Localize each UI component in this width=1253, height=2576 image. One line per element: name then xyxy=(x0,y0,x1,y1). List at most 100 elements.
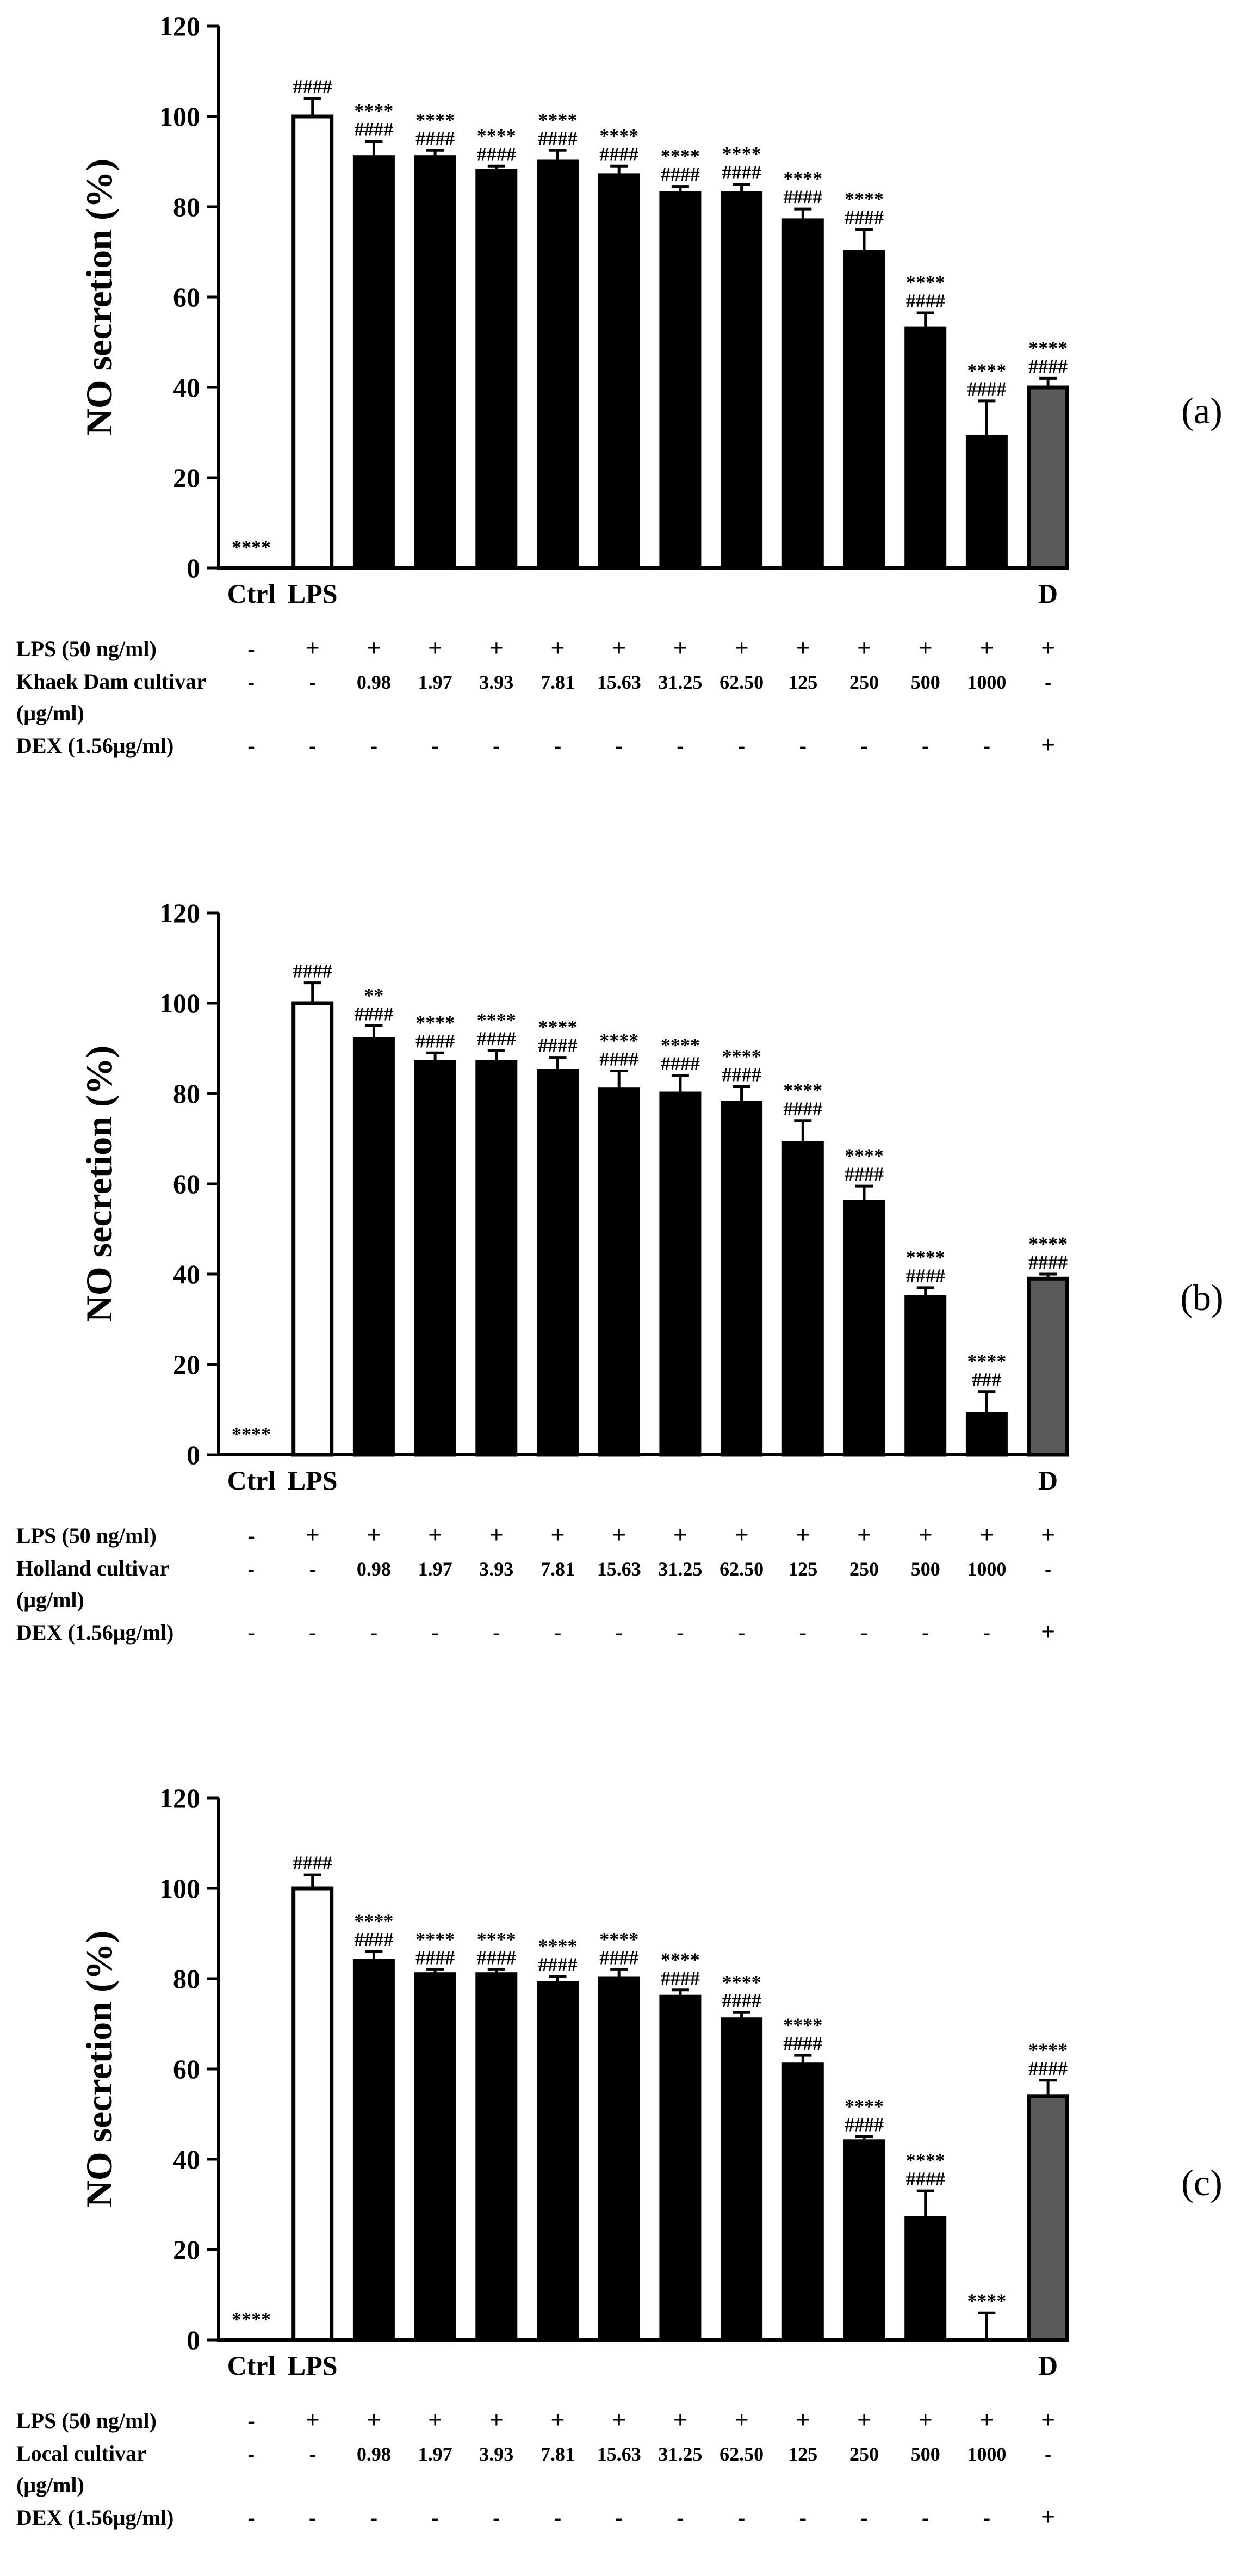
bar xyxy=(965,435,1008,570)
bar xyxy=(1027,2094,1069,2342)
significance-label: #### xyxy=(599,1947,638,1968)
conc-row-cell: 31.25 xyxy=(658,671,702,693)
significance-label: #### xyxy=(967,378,1006,400)
bar xyxy=(414,1060,456,1457)
x-category-label: D xyxy=(1038,578,1058,609)
significance-label: **** xyxy=(538,1935,578,1957)
conc-row-cell: 1000 xyxy=(967,1558,1006,1580)
significance-label: #### xyxy=(906,2168,945,2190)
bar xyxy=(781,1141,824,1457)
conc-row-cell: 3.93 xyxy=(479,2443,513,2465)
significance-label: **** xyxy=(661,1949,700,1970)
lps-row-cell: + xyxy=(979,2406,994,2433)
lps-row-cell: - xyxy=(247,1523,255,1548)
significance-label: **** xyxy=(906,271,945,293)
lps-row-cell: + xyxy=(306,2406,320,2433)
significance-label: **** xyxy=(783,168,822,189)
conc-row-cell: - xyxy=(248,1558,255,1580)
conc-row-cell: 250 xyxy=(849,1558,879,1580)
significance-label: #### xyxy=(354,1003,393,1025)
y-tick-label: 60 xyxy=(173,2054,200,2084)
lps-row-cell: + xyxy=(979,634,994,662)
significance-label: **** xyxy=(845,188,884,210)
significance-label: ### xyxy=(972,1369,1001,1391)
significance-label: **** xyxy=(415,109,455,131)
dex-row-cell: - xyxy=(799,1620,807,1645)
bar xyxy=(352,1959,395,2342)
significance-label: #### xyxy=(477,143,516,165)
lps-row-cell: + xyxy=(857,634,871,662)
y-tick-label: 100 xyxy=(159,101,200,132)
bar xyxy=(291,1886,334,2342)
lps-row-cell: + xyxy=(796,2406,810,2433)
significance-label: **** xyxy=(538,1016,578,1038)
bar xyxy=(537,159,579,570)
dex-row-cell: - xyxy=(309,733,316,758)
significance-label: **** xyxy=(477,125,516,146)
bar xyxy=(598,1976,640,2342)
significance-label: **** xyxy=(783,2014,822,2036)
bar xyxy=(659,1091,702,1457)
lps-row-cell: + xyxy=(306,1521,320,1548)
conc-row-cell: - xyxy=(1045,1558,1051,1580)
y-tick-label: 40 xyxy=(173,2144,200,2175)
bar xyxy=(475,169,518,570)
significance-label: #### xyxy=(783,186,822,208)
significance-label: **** xyxy=(232,2308,271,2330)
significance-label: **** xyxy=(354,1910,393,1932)
bar xyxy=(659,191,702,570)
bar xyxy=(598,173,640,570)
dex-row-cell: - xyxy=(799,733,807,758)
row-label-dex: DEX (1.56μg/ml) xyxy=(16,1620,173,1645)
conc-row-cell: - xyxy=(309,1558,316,1580)
y-tick-label: 120 xyxy=(159,11,200,41)
lps-row-cell: + xyxy=(919,634,933,662)
lps-row-cell: + xyxy=(857,2406,871,2433)
significance-label: **** xyxy=(232,1423,271,1445)
row-label-dex: DEX (1.56μg/ml) xyxy=(16,733,173,758)
significance-label: #### xyxy=(722,1064,761,1086)
conc-row-cell: 1.97 xyxy=(418,1558,452,1580)
y-tick-label: 100 xyxy=(159,988,200,1018)
dex-row-cell: - xyxy=(983,1620,990,1645)
dex-row-cell: - xyxy=(983,2505,990,2530)
significance-label: #### xyxy=(293,1852,332,1874)
conc-row-cell: 3.93 xyxy=(479,671,513,693)
panel-label: (a) xyxy=(1181,390,1222,431)
bar xyxy=(781,218,824,570)
significance-label: #### xyxy=(354,119,393,140)
lps-row-cell: + xyxy=(612,2406,626,2433)
lps-row-cell: + xyxy=(857,1521,871,1548)
bar xyxy=(904,2216,947,2342)
lps-row-cell: + xyxy=(550,2406,565,2433)
lps-row-cell: + xyxy=(1041,634,1055,662)
x-category-label: LPS xyxy=(288,1465,338,1496)
conc-row-cell: 250 xyxy=(849,2443,879,2465)
dex-row-cell: - xyxy=(370,733,377,758)
y-tick-label: 120 xyxy=(159,898,200,928)
row-label-cultivar: Local cultivar xyxy=(16,2441,146,2466)
lps-row-cell: + xyxy=(550,1521,565,1548)
lps-row-cell: + xyxy=(367,634,381,662)
row-label-unit: (μg/ml) xyxy=(16,1587,84,1612)
x-category-label: D xyxy=(1038,1465,1058,1496)
bar xyxy=(781,2062,824,2342)
dex-row-cell: - xyxy=(922,733,929,758)
x-category-label: Ctrl xyxy=(227,578,276,609)
significance-label: #### xyxy=(906,290,945,312)
dex-row-cell: - xyxy=(738,2505,745,2530)
dex-row-cell: - xyxy=(616,733,623,758)
y-tick-label: 0 xyxy=(187,2325,200,2355)
y-tick-label: 40 xyxy=(173,372,200,403)
dex-row-cell: - xyxy=(493,733,500,758)
conc-row-cell: 125 xyxy=(788,671,817,693)
lps-row-cell: + xyxy=(673,634,687,662)
significance-label: **** xyxy=(722,143,761,165)
conc-row-cell: 7.81 xyxy=(541,2443,575,2465)
significance-label: **** xyxy=(967,2290,1006,2312)
row-label-cultivar: Khaek Dam cultivar xyxy=(16,669,206,694)
significance-label: **** xyxy=(599,1928,638,1950)
row-label-lps: LPS (50 ng/ml) xyxy=(16,1523,157,1548)
conc-row-cell: 62.50 xyxy=(719,2443,764,2465)
significance-label: **** xyxy=(354,100,393,122)
